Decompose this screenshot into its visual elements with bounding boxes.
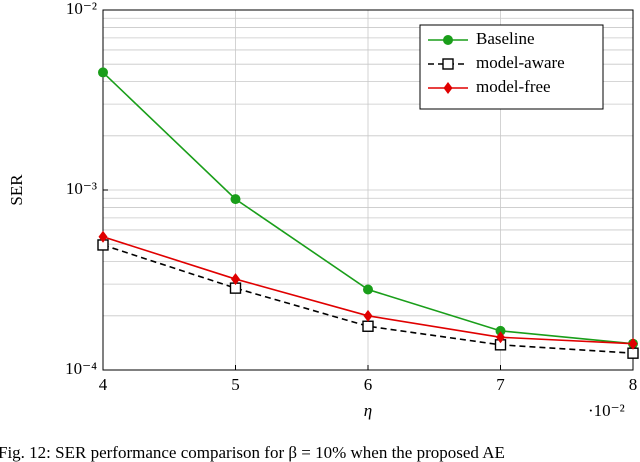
series-line bbox=[102, 244, 634, 354]
marker bbox=[98, 67, 108, 78]
marker bbox=[363, 309, 373, 322]
marker bbox=[231, 273, 240, 286]
x-tick-label: 7 bbox=[496, 375, 505, 394]
legend-label: model-free bbox=[476, 77, 551, 96]
marker bbox=[230, 194, 241, 205]
marker bbox=[362, 320, 374, 332]
x-tick-label: 4 bbox=[99, 375, 108, 394]
marker bbox=[98, 230, 108, 243]
caption: Fig. 12: SER performance comparison for … bbox=[0, 443, 505, 462]
legend-marker bbox=[442, 58, 454, 70]
y-tick-label: 10⁻³ bbox=[66, 179, 97, 198]
legend-marker bbox=[443, 82, 453, 94]
legend-marker bbox=[443, 35, 453, 45]
y-axis-label: SER bbox=[7, 174, 26, 206]
legend-label: model-aware bbox=[476, 53, 565, 72]
marker bbox=[496, 331, 505, 344]
marker bbox=[628, 337, 638, 350]
x-tick-label: 6 bbox=[364, 375, 373, 394]
legend-label: Baseline bbox=[476, 29, 535, 48]
x-tick-label: 5 bbox=[231, 375, 240, 394]
x-multiplier: ·10⁻² bbox=[588, 401, 625, 420]
plot-frame bbox=[102, 9, 634, 371]
marker bbox=[495, 325, 506, 336]
y-tick-label: 10⁻² bbox=[66, 0, 97, 18]
y-tick-label: 10⁻⁴ bbox=[65, 359, 97, 378]
marker bbox=[363, 284, 373, 295]
x-axis-label: η bbox=[364, 401, 372, 420]
x-tick-label: 8 bbox=[629, 375, 638, 394]
